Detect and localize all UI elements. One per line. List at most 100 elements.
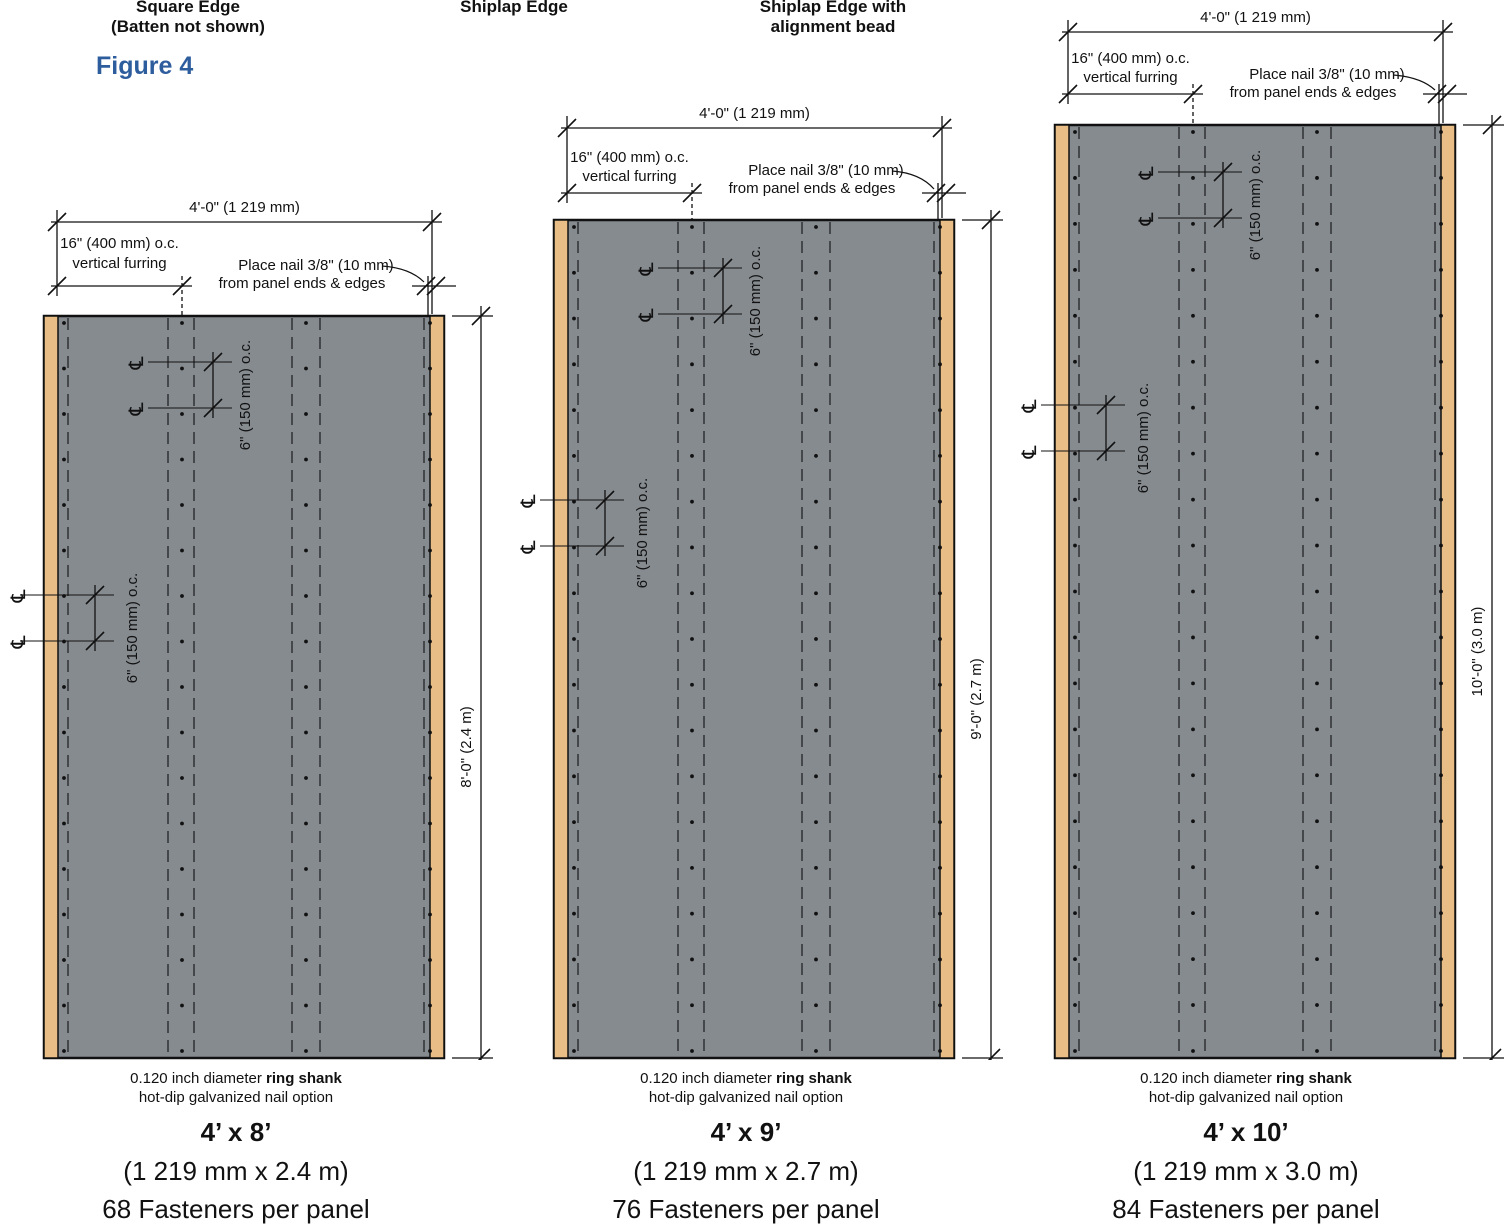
nail-dot bbox=[428, 821, 432, 826]
nail-dot bbox=[304, 412, 308, 416]
nail-dot bbox=[1315, 911, 1319, 916]
nail-dot bbox=[304, 958, 308, 962]
nail-dot bbox=[1191, 267, 1195, 272]
centerline-symbol: ℄ bbox=[1019, 399, 1041, 413]
nail-dot bbox=[1439, 1049, 1443, 1053]
nail-dot bbox=[690, 362, 694, 367]
nail-dot bbox=[1439, 359, 1443, 364]
furring-label-line2: vertical furring bbox=[72, 255, 166, 272]
dimension-tick bbox=[47, 276, 67, 296]
nail-dot bbox=[1073, 359, 1077, 364]
nail-dot bbox=[1439, 313, 1443, 318]
dimension-tick bbox=[172, 276, 192, 296]
nail-dot bbox=[62, 366, 66, 371]
nail-dot bbox=[938, 1003, 942, 1008]
centerline-symbol: ℄ bbox=[518, 540, 540, 554]
nail-dot bbox=[938, 820, 942, 825]
fastening-diagram: 4'-0" (1 219 mm) 16" (400 mm) o.c. vertica… bbox=[8, 9, 1504, 1060]
nail-dot bbox=[1439, 222, 1443, 226]
nail-dot bbox=[62, 412, 66, 416]
panel-group-3: 4'-0" (1 219 mm) 16" (400 mm) o.c. vertica… bbox=[1019, 9, 1504, 1060]
nail-dot bbox=[572, 865, 576, 870]
edge-label-line1: Place nail 3/8" (10 mm) bbox=[748, 162, 903, 179]
nail-dot bbox=[428, 776, 432, 780]
fastener-count: 68 Fasteners per panel bbox=[102, 1194, 370, 1224]
panel-group-2: 4'-0" (1 219 mm) 16" (400 mm) o.c. vertica… bbox=[518, 105, 1003, 1060]
header-line1: Shiplap Edge bbox=[460, 0, 568, 16]
dimension-tick bbox=[1058, 22, 1078, 42]
nail-dot bbox=[428, 457, 432, 462]
centerline-symbol: ℄ bbox=[1019, 445, 1041, 459]
dimension-tick bbox=[1096, 441, 1116, 461]
centerline-symbol: ℄ bbox=[518, 494, 540, 508]
header-square-edge: Square Edge (Batten not shown) bbox=[88, 0, 288, 37]
leader-line bbox=[891, 170, 935, 190]
nail-dot bbox=[1439, 773, 1443, 778]
nail-note-text: 0.120 inch diameter bbox=[1140, 1070, 1277, 1087]
nail-dot bbox=[938, 1049, 942, 1053]
nail-dot bbox=[1073, 1003, 1077, 1007]
nail-dot bbox=[62, 457, 66, 462]
nail-dot bbox=[180, 1049, 184, 1053]
nail-dot bbox=[1315, 451, 1319, 456]
nail-dot bbox=[814, 1003, 818, 1008]
dimension-tick bbox=[47, 212, 67, 232]
nail-note: 0.120 inch diameter ring shank hot-dip g… bbox=[546, 1069, 946, 1107]
dimension-tick bbox=[1096, 395, 1116, 415]
nail-dot bbox=[690, 408, 694, 413]
nail-dot bbox=[1073, 773, 1077, 778]
nail-dot bbox=[1073, 589, 1077, 594]
nail-dot bbox=[1439, 451, 1443, 456]
batten-left bbox=[43, 315, 59, 1059]
centerline-symbol: ℄ bbox=[1136, 166, 1158, 180]
panel-size: 4’ x 8’ bbox=[200, 1117, 272, 1147]
nail-dot bbox=[1439, 957, 1443, 961]
caption-panel-3: 0.120 inch diameter ring shank hot-dip g… bbox=[1046, 1069, 1446, 1225]
dimension-tick bbox=[713, 258, 733, 278]
nail-dot bbox=[690, 499, 694, 504]
nail-dot bbox=[428, 730, 432, 735]
nail-dot bbox=[572, 362, 576, 367]
nail-dot bbox=[180, 821, 184, 826]
nail-dot bbox=[814, 728, 818, 733]
dimension-tick bbox=[932, 118, 952, 138]
dimension-tick bbox=[477, 1048, 491, 1060]
edge-label-line1: Place nail 3/8" (10 mm) bbox=[1249, 66, 1404, 83]
nail-dot bbox=[938, 362, 942, 367]
nail-dot bbox=[690, 820, 694, 825]
nail-dot bbox=[572, 591, 576, 596]
nail-dot bbox=[1073, 865, 1077, 870]
nail-dot bbox=[1315, 727, 1319, 732]
nail-dot bbox=[180, 867, 184, 871]
dimension-tick bbox=[1488, 1048, 1502, 1060]
nail-note-bold: ring shank bbox=[266, 1070, 342, 1087]
nail-dot bbox=[1073, 635, 1077, 640]
nail-dot bbox=[938, 225, 942, 229]
dimension-tick bbox=[85, 631, 105, 651]
nail-dot bbox=[1191, 727, 1195, 732]
nail-dot bbox=[304, 776, 308, 780]
dimension-tick bbox=[1058, 84, 1078, 104]
spacing-label: 6" (150 mm) o.c. bbox=[1135, 383, 1152, 493]
nail-dot bbox=[1191, 451, 1195, 456]
leader-line bbox=[381, 265, 425, 283]
nail-dot bbox=[62, 912, 66, 917]
caption-panel-2: 0.120 inch diameter ring shank hot-dip g… bbox=[546, 1069, 946, 1225]
centerline-symbol: ℄ bbox=[1136, 212, 1158, 226]
dimension-tick bbox=[936, 183, 956, 203]
nail-dot bbox=[690, 682, 694, 687]
nail-dot bbox=[304, 1049, 308, 1053]
dimension-tick bbox=[1183, 84, 1203, 104]
nail-dot bbox=[572, 225, 576, 229]
nail-dot bbox=[690, 865, 694, 870]
nail-dot bbox=[814, 957, 818, 962]
nail-dot bbox=[1315, 497, 1319, 502]
overall-width-label: 4'-0" (1 219 mm) bbox=[189, 199, 300, 216]
nail-dot bbox=[690, 911, 694, 916]
nail-dot bbox=[938, 270, 942, 275]
furring-label-line2: vertical furring bbox=[582, 168, 676, 185]
nail-dot bbox=[304, 321, 308, 325]
dimension-tick bbox=[426, 276, 446, 296]
nail-dot bbox=[1073, 911, 1077, 916]
nail-dot bbox=[1073, 222, 1077, 226]
